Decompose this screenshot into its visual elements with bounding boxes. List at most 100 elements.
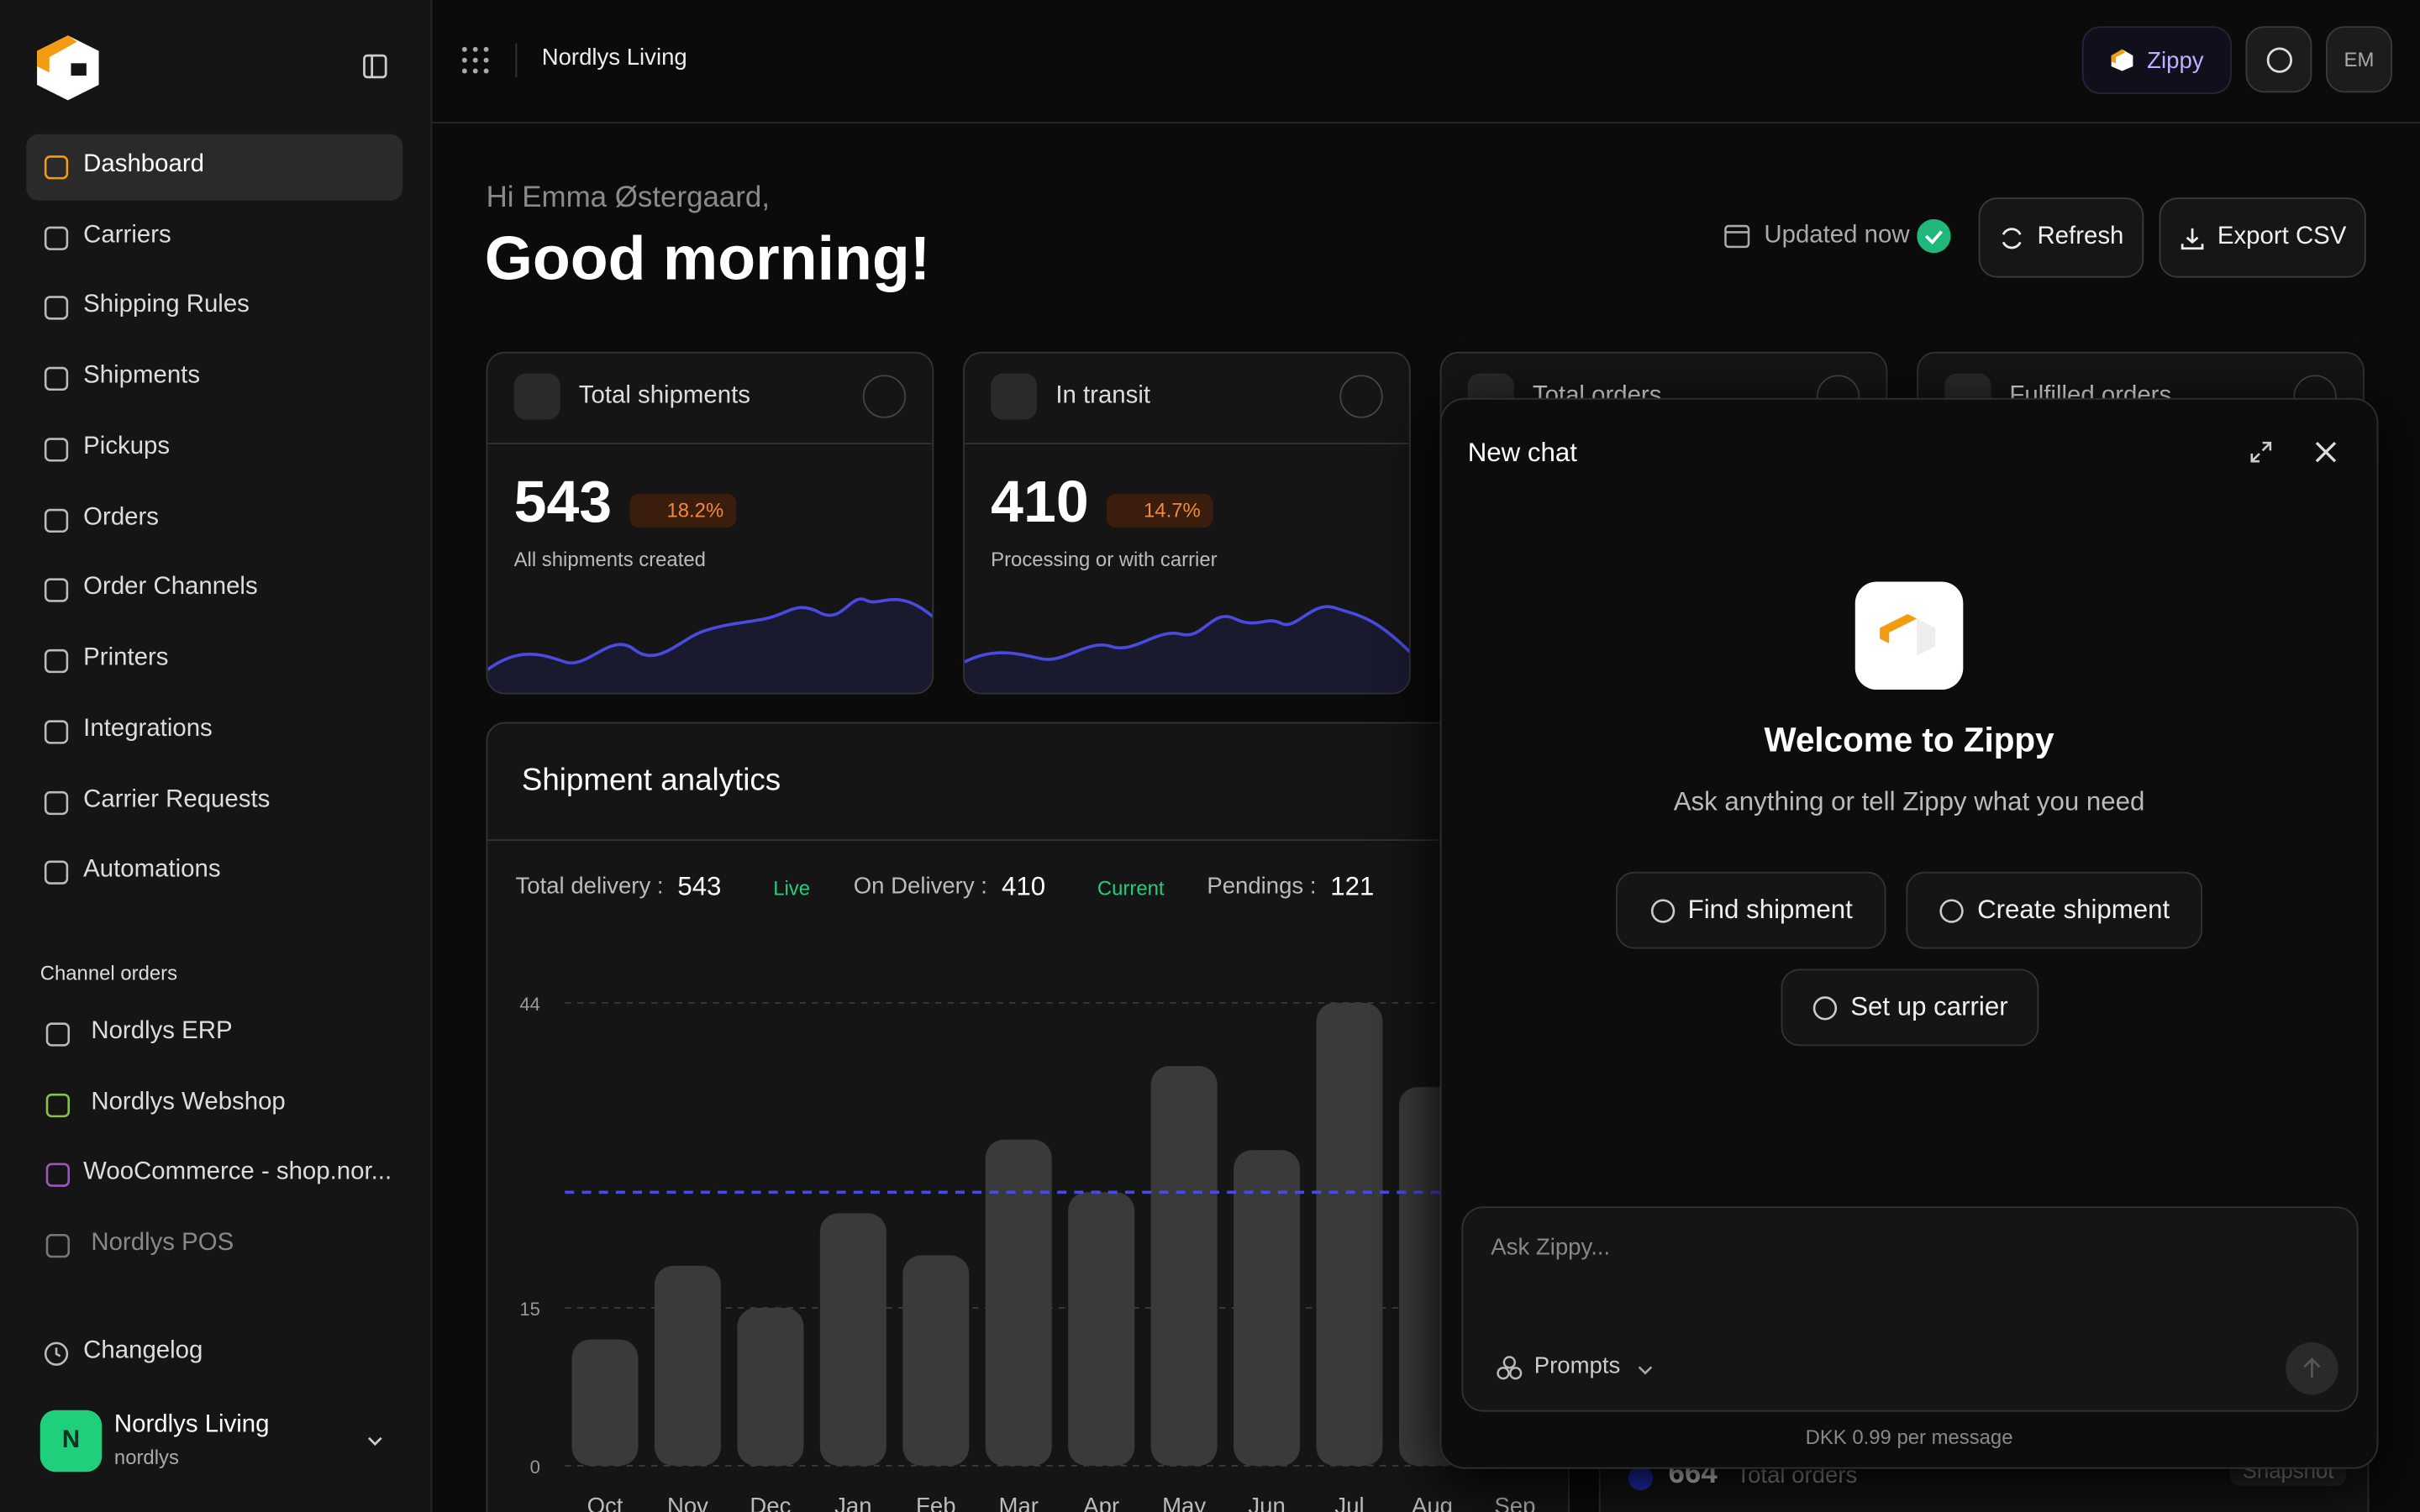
- icon-shape: [45, 1093, 71, 1117]
- stat-label: Pendings :: [1207, 873, 1317, 900]
- refresh-button[interactable]: Refresh: [1978, 197, 2144, 278]
- user-avatar[interactable]: EM: [2325, 26, 2392, 93]
- icon-shape: [45, 1022, 71, 1047]
- active-nav-bg: [26, 134, 403, 201]
- nav-item[interactable]: Pickups: [83, 433, 171, 460]
- bar: [1068, 1192, 1135, 1466]
- icon-shape: [44, 438, 69, 462]
- chat-icon-button[interactable]: [2245, 26, 2312, 93]
- input-placeholder: Ask Zippy...: [1491, 1234, 1611, 1261]
- icon-shape: [1650, 898, 1675, 922]
- stat-card: In transit 410 14.7% Processing or with car…: [963, 351, 1411, 695]
- nav-item[interactable]: Printers: [83, 644, 169, 671]
- channel-item[interactable]: WooCommerce - shop.nor...: [83, 1159, 392, 1186]
- icon-shape: [44, 790, 69, 816]
- nav-icon: [44, 508, 69, 533]
- nav-item[interactable]: Order Channels: [83, 574, 258, 601]
- prompts-chevron: [1638, 1366, 1653, 1375]
- pricing-note: DKK 0.99 per message: [1805, 1425, 2013, 1449]
- suggestion-button[interactable]: Create shipment: [1906, 871, 2203, 949]
- card-caption: All shipments created: [513, 548, 706, 571]
- channel-item[interactable]: Nordlys POS: [91, 1230, 234, 1257]
- stat-value: 410: [1002, 871, 1046, 901]
- card-icon: [991, 373, 1038, 420]
- nav-icon: [45, 1093, 71, 1117]
- refresh-label: Refresh: [2037, 223, 2124, 250]
- card-value: 543: [513, 470, 613, 536]
- x-tick-label: Jul: [1334, 1493, 1364, 1512]
- apps-icon[interactable]: [461, 46, 489, 74]
- close-icon[interactable]: [2313, 439, 2338, 464]
- suggestion-button[interactable]: Find shipment: [1616, 871, 1886, 949]
- card-header: [964, 354, 1409, 444]
- nav-item[interactable]: Integrations: [83, 716, 213, 743]
- card-change: 14.7%: [1106, 493, 1213, 528]
- page-title: Good morning!: [484, 225, 931, 293]
- icon-shape: [44, 508, 69, 533]
- y-tick-label: 0: [530, 1457, 540, 1478]
- nav-icon: [44, 720, 69, 744]
- changelog[interactable]: Changelog: [83, 1337, 203, 1364]
- card-value: 410: [991, 470, 1089, 536]
- stat-card: Total shipments 543 18.2% All shipments cre…: [486, 351, 934, 695]
- x-tick-label: May: [1162, 1493, 1206, 1512]
- channel-item[interactable]: Nordlys Webshop: [91, 1089, 286, 1116]
- stat-tag: Current: [1097, 876, 1165, 900]
- bar: [737, 1308, 804, 1466]
- icon-shape: [45, 1163, 71, 1188]
- stat-label: On Delivery :: [853, 873, 987, 900]
- zippy-button[interactable]: Zippy: [2081, 26, 2232, 95]
- card-arrow[interactable]: [862, 375, 907, 418]
- sparkline-area: [487, 599, 933, 693]
- icon-shape: [44, 720, 69, 744]
- nav-item[interactable]: Carrier Requests: [83, 786, 271, 813]
- icon-shape: [44, 226, 69, 250]
- channel-item[interactable]: Nordlys ERP: [91, 1018, 233, 1045]
- calendar-icon: [1724, 224, 1750, 249]
- nav-item[interactable]: Shipments: [83, 362, 201, 389]
- bar-chart: 0 15 44 Oct Nov Dec Jan Feb Mar Apr May Jun Jul Aug Se…: [519, 994, 1569, 1512]
- export-button[interactable]: Export CSV: [2159, 197, 2366, 278]
- stat-value: 121: [1330, 871, 1375, 901]
- nav-item[interactable]: Carriers: [83, 222, 171, 249]
- x-tick-label: Mar: [999, 1493, 1039, 1512]
- prompts-label[interactable]: Prompts: [1534, 1352, 1621, 1380]
- account-name: Nordlys Living: [113, 1411, 270, 1438]
- sparkline-line: [487, 597, 933, 671]
- sparkline-line: [964, 605, 1409, 664]
- bar: [819, 1213, 886, 1466]
- welcome-subtitle: Ask anything or tell Zippy what you need: [1673, 786, 2145, 816]
- chat-input[interactable]: Ask Zippy... Prompts: [1461, 1206, 2359, 1412]
- nav-item[interactable]: Orders: [83, 504, 160, 531]
- nav-item[interactable]: Dashboard: [83, 151, 204, 178]
- sparkline: [964, 605, 1409, 693]
- send-button[interactable]: [2286, 1341, 2338, 1395]
- chat-title: New chat: [1467, 438, 1577, 468]
- nav-item[interactable]: Automations: [83, 856, 221, 883]
- nav-item[interactable]: Shipping Rules: [83, 291, 250, 318]
- card-arrow[interactable]: [1339, 375, 1383, 418]
- bar: [571, 1339, 639, 1466]
- bar: [985, 1139, 1052, 1466]
- suggestion-button[interactable]: Set up carrier: [1781, 969, 2039, 1047]
- nav-icon: [44, 860, 69, 885]
- nav-icon: [45, 1163, 71, 1188]
- account-chevron[interactable]: [366, 1431, 384, 1450]
- x-tick-label: Apr: [1083, 1493, 1119, 1512]
- expand-icon[interactable]: [2249, 439, 2273, 464]
- legend-dot: [1628, 1465, 1654, 1491]
- account-handle: nordlys: [113, 1446, 179, 1469]
- suggestion-icon: [1939, 898, 1964, 922]
- prompts-icon: [1497, 1356, 1523, 1380]
- collapse-icon[interactable]: [363, 54, 387, 79]
- topbar: Nordlys Living Zippy EM: [432, 0, 2420, 123]
- nav-icon: [44, 366, 69, 391]
- nav-icon: [44, 790, 69, 816]
- suggestion-label: Create shipment: [1977, 895, 2170, 925]
- changelog-icon: [44, 1341, 69, 1366]
- bar: [1234, 1150, 1301, 1466]
- x-tick-label: Jun: [1248, 1493, 1285, 1512]
- sidebar: Dashboard Carriers Shipping Rules Shipments…: [0, 0, 433, 1512]
